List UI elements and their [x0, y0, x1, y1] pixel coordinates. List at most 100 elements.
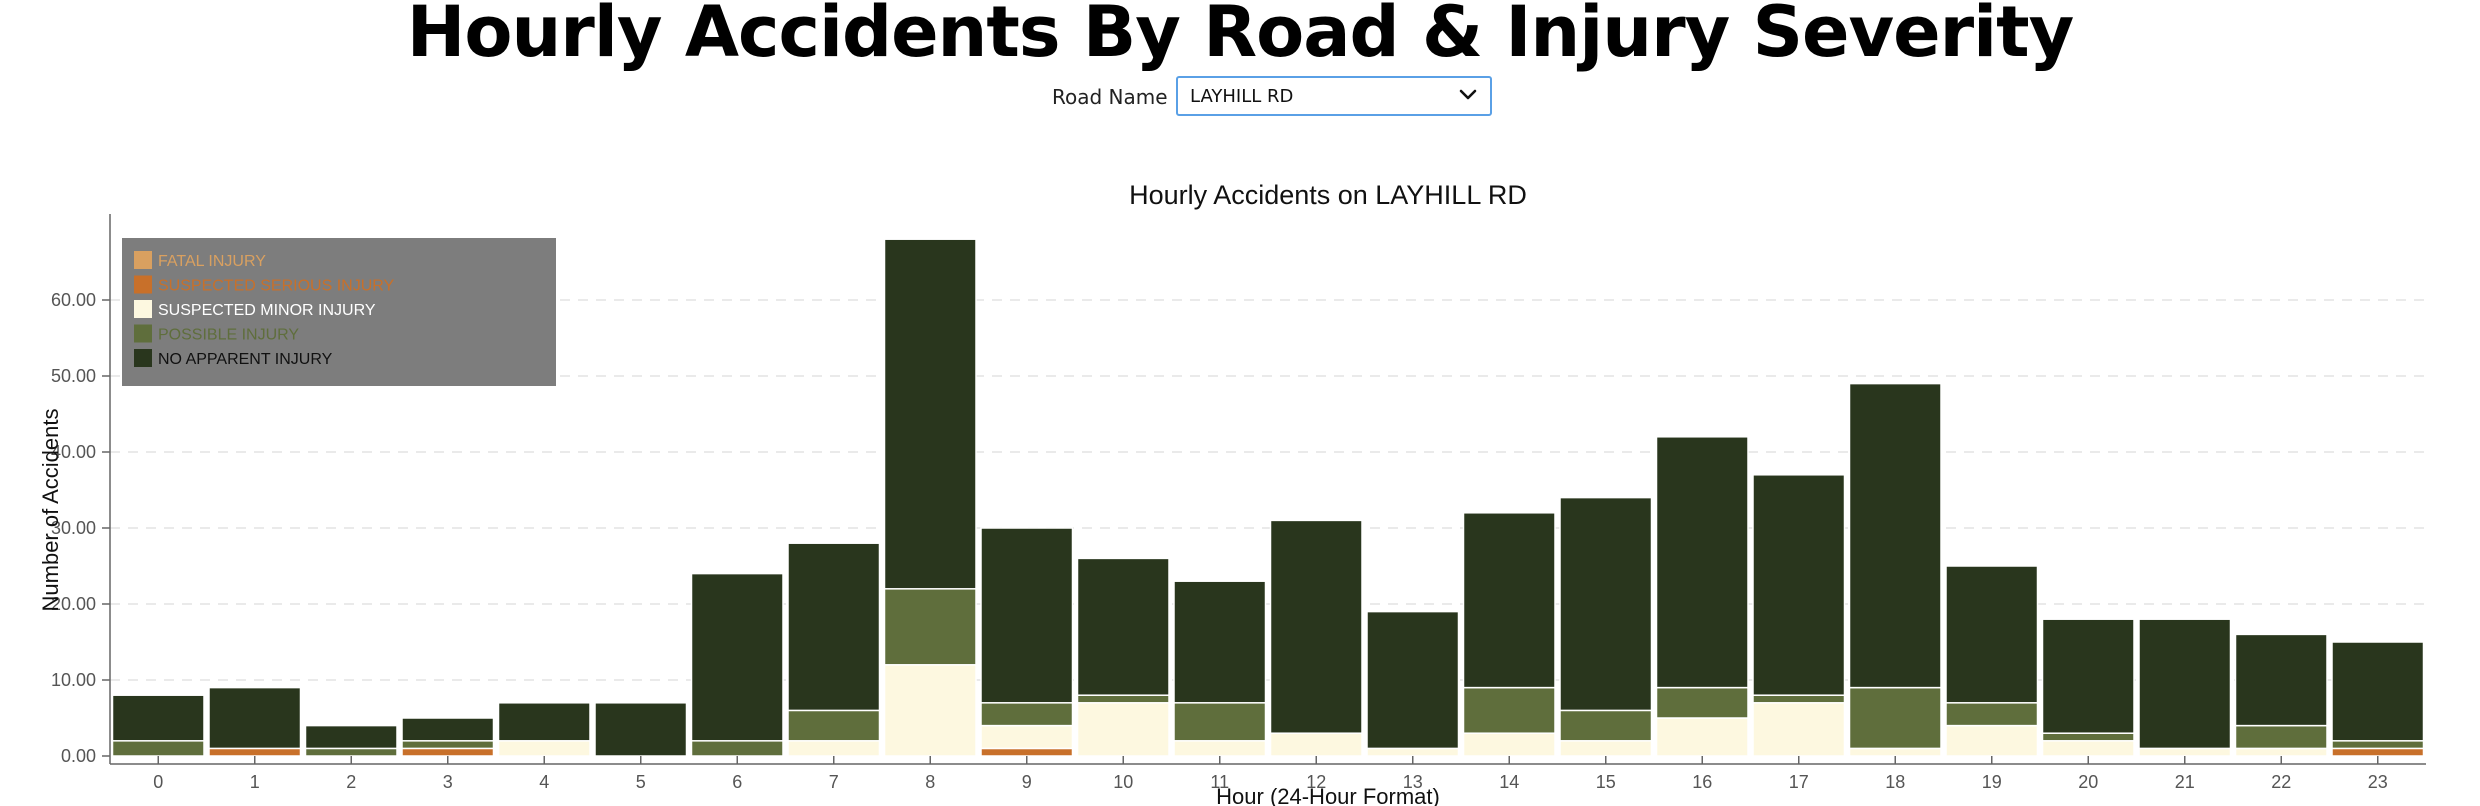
- x-tick-label: 9: [1022, 772, 1032, 792]
- bar-segment: [1462, 686, 1556, 734]
- bar-segment: [2331, 641, 2425, 742]
- y-tick-label: 0.00: [61, 746, 96, 766]
- x-tick-label: 17: [1789, 772, 1809, 792]
- legend-label: SUSPECTED SERIOUS INJURY: [158, 278, 395, 295]
- bar-segment: [304, 724, 398, 750]
- bar-segment: [1559, 709, 1653, 742]
- bar-segment: [787, 542, 881, 712]
- x-tick-label: 12: [1306, 772, 1326, 792]
- bar-segment: [1752, 702, 1846, 757]
- bar-segment: [208, 747, 302, 757]
- bar-segment: [111, 740, 205, 757]
- bar-segment: [1848, 382, 1942, 689]
- legend-label: FATAL INJURY: [158, 253, 266, 270]
- x-tick-label: 0: [153, 772, 163, 792]
- bar-segment: [2234, 633, 2328, 727]
- legend-swatch: [134, 349, 152, 367]
- bar-segment: [2331, 740, 2425, 750]
- bar-segment: [497, 702, 591, 742]
- bar-segment: [2041, 740, 2135, 757]
- bar-segment: [1945, 702, 2039, 727]
- bar-segment: [1173, 702, 1267, 742]
- bar-segment: [1655, 436, 1749, 689]
- bar-segment: [690, 740, 784, 757]
- bar-segment: [2234, 724, 2328, 750]
- legend-swatch: [134, 275, 152, 294]
- x-tick-label: 14: [1499, 772, 1519, 792]
- bar-segment: [2234, 747, 2328, 757]
- bar-segment: [1076, 702, 1170, 757]
- road-name-label: Road Name: [1052, 85, 1168, 109]
- legend-box: [122, 238, 556, 386]
- bar-segment: [208, 686, 302, 750]
- legend-swatch: [134, 324, 152, 343]
- x-tick-label: 1: [250, 772, 260, 792]
- x-tick-label: 4: [539, 772, 549, 792]
- bar-segment: [401, 747, 495, 757]
- x-tick-label: 11: [1210, 772, 1229, 792]
- x-tick-label: 8: [925, 772, 935, 792]
- bar-segment: [1173, 740, 1267, 757]
- bar-segment: [1752, 474, 1846, 696]
- y-tick-label: 30.00: [51, 518, 96, 538]
- bar-segment: [1655, 717, 1749, 757]
- bar-segment: [980, 702, 1074, 727]
- x-tick-label: 22: [2271, 772, 2291, 792]
- bar-segment: [980, 527, 1074, 704]
- y-tick-label: 40.00: [51, 442, 96, 462]
- bar-segment: [2331, 747, 2425, 757]
- bar-segment: [1462, 512, 1556, 689]
- stacked-bar-chart: Hourly Accidents on LAYHILL RD 0.00 10.00 2…: [38, 180, 2426, 806]
- x-tick-label: 10: [1113, 772, 1133, 792]
- bar-segment: [1173, 580, 1267, 704]
- legend-label: NO APPARENT INJURY: [158, 351, 333, 368]
- bar-segment: [1945, 565, 2039, 704]
- bar-segment: [1366, 747, 1460, 757]
- chevron-down-icon: [1459, 89, 1477, 100]
- bar-segment: [1559, 740, 1653, 757]
- x-tick-label: 2: [346, 772, 356, 792]
- road-name-select[interactable]: LAYHILL RD: [1176, 76, 1492, 116]
- y-tick-label: 10.00: [51, 670, 96, 690]
- x-tick-label: 21: [2175, 772, 2195, 792]
- bar-segment: [1752, 694, 1846, 704]
- x-tick-label: 15: [1596, 772, 1616, 792]
- x-tick-label: 7: [829, 772, 839, 792]
- y-tick-label: 50.00: [51, 366, 96, 386]
- legend-swatch: [134, 251, 152, 269]
- road-filter: Road Name LAYHILL RD: [0, 76, 2480, 120]
- bar-segment: [1462, 732, 1556, 757]
- bar-segment: [980, 747, 1074, 757]
- bar-segment: [883, 664, 977, 757]
- bar-segment: [1269, 732, 1363, 757]
- bar-segment: [2041, 732, 2135, 742]
- page-title: Hourly Accidents By Road & Injury Severi…: [406, 0, 2074, 73]
- bar-segment: [1655, 686, 1749, 719]
- bar-segment: [2138, 747, 2232, 757]
- bar-segment: [1848, 686, 1942, 750]
- x-tick-label: 18: [1885, 772, 1905, 792]
- y-axis-label: Number of Accidents: [38, 409, 63, 612]
- x-axis-label: Hour (24-Hour Format): [1216, 784, 1440, 806]
- bar-segment: [1366, 610, 1460, 750]
- bar-segment: [2041, 618, 2135, 734]
- x-tick-label: 6: [732, 772, 742, 792]
- x-tick-label: 16: [1692, 772, 1712, 792]
- chart-title: Hourly Accidents on LAYHILL RD: [1129, 180, 1527, 210]
- x-tick-label: 19: [1982, 772, 2002, 792]
- bar-segment: [1559, 496, 1653, 712]
- bar-segment: [497, 740, 591, 757]
- bar-segment: [1945, 724, 2039, 757]
- bar-segment: [401, 740, 495, 750]
- legend-swatch: [134, 300, 152, 318]
- bar-segment: [883, 238, 977, 590]
- bar-segment: [690, 572, 784, 742]
- road-name-value: LAYHILL RD: [1190, 86, 1294, 107]
- x-tick-label: 20: [2078, 772, 2098, 792]
- bar-segment: [1269, 519, 1363, 734]
- bar-segment: [2138, 618, 2232, 750]
- bar-segment: [1848, 747, 1942, 757]
- bar-segment: [980, 724, 1074, 750]
- bar-segment: [787, 709, 881, 742]
- x-tick-label: 3: [443, 772, 453, 792]
